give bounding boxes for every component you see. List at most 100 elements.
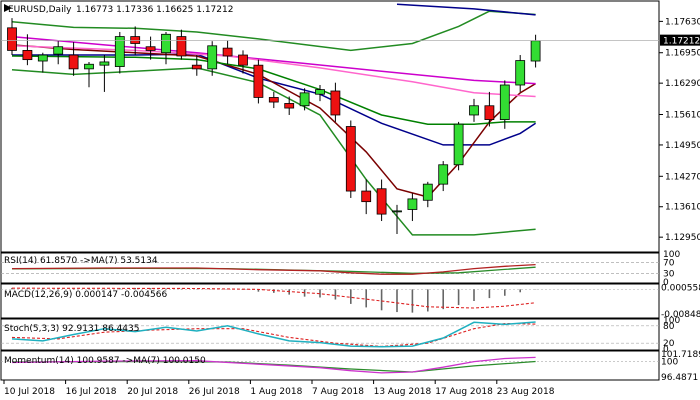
price-tick-label: 1.16290 — [665, 79, 700, 89]
candle-body — [438, 164, 449, 185]
price-tick-label: 1.14270 — [665, 172, 700, 182]
candle-body — [145, 46, 156, 51]
stoch-lines — [1, 321, 659, 348]
stoch-tick-label: 0 — [663, 345, 669, 355]
candle-body — [99, 61, 110, 66]
stoch-tick-label: 20 — [663, 339, 675, 349]
date-tick-label: 10 Jul 2018 — [4, 387, 55, 397]
overlay-line — [11, 10, 536, 52]
rsi-panel-frame — [0, 252, 660, 284]
candle-body — [7, 27, 17, 51]
current-price-tag: 1.17212 — [660, 34, 700, 47]
candle-body — [515, 60, 526, 86]
macd-tick-label: 0.000558 — [661, 284, 700, 294]
macd-signal-line — [11, 287, 536, 309]
rsi-tick-label: 100 — [663, 250, 680, 260]
price-tick-label: 1.13610 — [665, 203, 700, 213]
momentum-tick-label: 96.4871 — [661, 373, 698, 383]
candle-body — [22, 50, 33, 61]
stoch-d-line — [11, 322, 536, 347]
candle-body — [222, 47, 233, 57]
candle-body — [376, 188, 387, 215]
price-tick-label: 1.14950 — [665, 141, 700, 151]
price-tick-label: 1.15610 — [665, 111, 700, 121]
candle-body — [315, 89, 325, 95]
overlay-line — [396, 3, 536, 16]
price-tick-label: 1.12950 — [665, 233, 700, 243]
candle-body — [84, 63, 94, 70]
candle-body — [453, 123, 464, 166]
date-tick-label: 23 Aug 2018 — [497, 387, 555, 397]
price-panel-frame — [0, 0, 660, 253]
price-axis: 1.17630 1.16950 1.16290 1.15610 1.14950 1.142… — [659, 17, 700, 243]
macd-histogram — [1, 287, 659, 313]
date-tick-label: 13 Aug 2018 — [374, 387, 432, 397]
candle-body — [268, 97, 279, 103]
candle-body — [37, 54, 48, 62]
macd-axis: 0.000558 -0.008489 — [661, 284, 700, 320]
candle-body — [238, 54, 248, 66]
candle-body — [207, 45, 218, 70]
date-tick-label: 7 Aug 2018 — [312, 387, 364, 397]
stoch-tick-label: 100 — [663, 316, 680, 326]
candle-body — [330, 90, 341, 116]
candle-body — [407, 198, 418, 210]
stoch-k-line — [11, 321, 536, 348]
candle-body — [499, 84, 510, 120]
rsi-lines — [1, 262, 659, 275]
candle-body — [484, 105, 495, 120]
chart-header: EURUSD,Daily 1.16773 1.17336 1.16625 1.1… — [4, 4, 233, 15]
rsi-line — [11, 263, 536, 275]
date-tick-label: 17 Aug 2018 — [435, 387, 493, 397]
rsi-tick-label: 30 — [663, 270, 675, 280]
macd-panel-frame — [0, 283, 660, 319]
candle-body — [161, 33, 171, 54]
momentum-label: Momentum(14) 100.9587 ->MA(7) 100.0150 — [4, 356, 206, 366]
candle-body — [361, 190, 372, 203]
price-tick-label: 1.17630 — [665, 17, 700, 27]
candle-body — [422, 183, 433, 201]
candle-body — [176, 36, 187, 57]
macd-label: MACD(12,26,9) 0.000147 -0.004566 — [4, 290, 167, 300]
ohlc-label: 1.16773 1.17336 1.16625 1.17212 — [76, 5, 233, 15]
price-panel: 1.17630 1.16950 1.16290 1.15610 1.14950 1.142… — [0, 0, 700, 253]
momentum-tick-label: 100 — [661, 358, 678, 368]
candle-body — [530, 40, 541, 62]
price-tick-label: 1.16950 — [665, 49, 700, 59]
rsi-tick-label: 70 — [663, 258, 675, 268]
current-price-tag-bg — [660, 34, 700, 46]
symbol-label: EURUSD,Daily — [8, 5, 72, 15]
candle-body — [53, 46, 64, 55]
candlesticks — [7, 18, 541, 234]
candle-body — [114, 36, 125, 67]
date-tick-label: 1 Aug 2018 — [250, 387, 302, 397]
stoch-tick-label: 80 — [663, 322, 675, 332]
candle-body — [130, 36, 141, 44]
candle-body — [345, 126, 356, 192]
date-tick-label: 16 Jul 2018 — [66, 387, 117, 397]
overlay-line — [11, 35, 536, 85]
candle-body — [284, 103, 295, 109]
date-tick-label: 20 Jul 2018 — [127, 387, 178, 397]
rsi-tick-label: 0 — [663, 278, 669, 288]
candle-body — [68, 54, 79, 70]
macd-tick-label: -0.008489 — [661, 310, 700, 320]
candle-body — [191, 64, 202, 70]
stoch-panel-frame — [0, 318, 660, 351]
chart-arrow-icon — [4, 4, 12, 12]
momentum-tick-label: 101.7189 — [661, 350, 700, 360]
candle-body — [253, 64, 264, 98]
date-tick-label: 26 Jul 2018 — [189, 387, 240, 397]
candle-body — [299, 92, 310, 107]
momentum-lines — [1, 356, 659, 374]
momentum-line — [11, 356, 536, 374]
candle-body — [392, 210, 402, 213]
candle-body — [469, 105, 479, 116]
